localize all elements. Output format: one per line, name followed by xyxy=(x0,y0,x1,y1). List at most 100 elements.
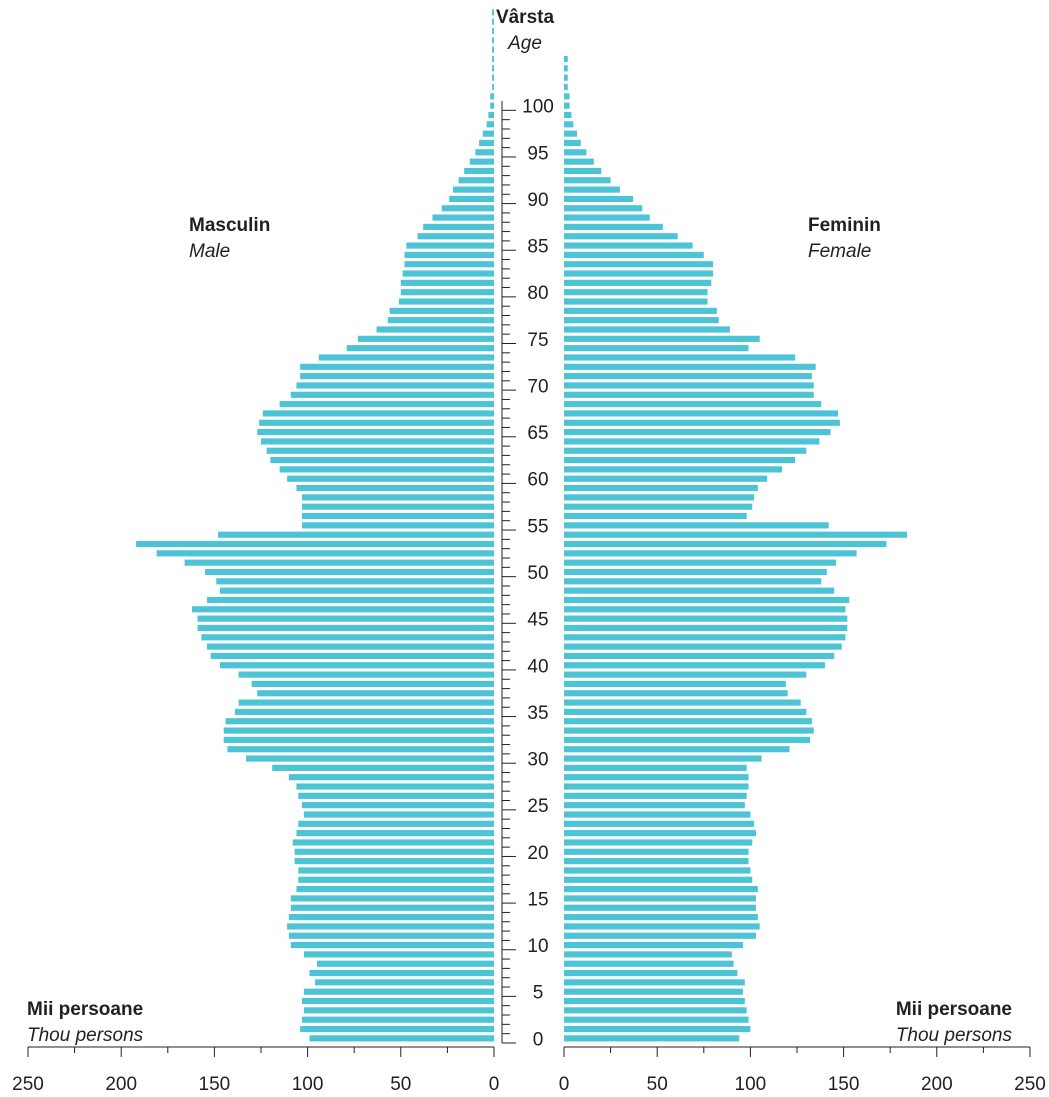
female-bar-age-0 xyxy=(564,1035,740,1042)
female-bar-age-39 xyxy=(564,671,807,678)
male-bar-age-21 xyxy=(292,839,494,846)
female-bar-age-89 xyxy=(564,205,643,212)
female-bar-age-5 xyxy=(564,988,743,995)
female-bar-age-51 xyxy=(564,559,837,566)
female-bar-age-81 xyxy=(564,279,712,286)
male-bar-age-37 xyxy=(257,690,494,697)
female-bar-age-31 xyxy=(564,746,790,753)
male-bar-age-24 xyxy=(303,811,494,818)
male-bar-age-44 xyxy=(197,624,494,632)
female-bar-age-63 xyxy=(564,447,807,454)
male-bar-age-undefined xyxy=(492,55,494,63)
female-bar-age-undefined xyxy=(564,65,568,72)
male-bar-age-48 xyxy=(219,587,494,594)
male-bar-age-94 xyxy=(469,158,494,165)
male-bar-age-55 xyxy=(302,522,494,529)
male-bar-age-47 xyxy=(206,596,494,604)
male-bar-age-53 xyxy=(136,540,494,548)
female-bar-age-6 xyxy=(564,979,745,986)
female-bar-age-90 xyxy=(564,195,633,203)
male-bar-age-7 xyxy=(309,969,494,977)
age-tick-label-25: 25 xyxy=(527,796,548,817)
female-bar-age-70 xyxy=(564,382,814,389)
female-bar-age-10 xyxy=(564,941,743,949)
male-bar-age-33 xyxy=(223,727,494,734)
male-bar-age-83 xyxy=(404,261,494,268)
male-bar-age-32 xyxy=(223,736,494,743)
female-bar-age-19 xyxy=(564,858,749,865)
male-subtitle: Male xyxy=(189,241,231,262)
age-tick-label-10: 10 xyxy=(527,936,548,957)
male-bar-age-45 xyxy=(197,615,494,622)
age-tick-label-40: 40 xyxy=(527,656,548,677)
male-bar-age-undefined xyxy=(492,37,494,44)
female-bar-age-41 xyxy=(564,652,835,660)
male-bar-age-73 xyxy=(318,354,494,361)
male-bar-age-93 xyxy=(464,167,494,175)
male-bar-age-40 xyxy=(219,662,494,669)
male-bar-age-87 xyxy=(423,223,494,230)
x-tick-label-right-150: 150 xyxy=(828,1074,860,1095)
female-bar-age-83 xyxy=(564,261,714,268)
male-bar-age-99 xyxy=(488,111,494,119)
male-bar-age-56 xyxy=(302,512,494,520)
male-bar-age-undefined xyxy=(490,93,494,100)
age-tick-label-75: 75 xyxy=(527,330,548,351)
male-bar-age-68 xyxy=(279,401,494,408)
female-bar-age-15 xyxy=(564,895,756,902)
female-bar-age-25 xyxy=(564,802,745,809)
age-tick-label-85: 85 xyxy=(527,237,548,258)
female-bar-age-78 xyxy=(564,307,717,314)
age-tick-label-90: 90 xyxy=(527,190,548,211)
female-bar-age-9 xyxy=(564,951,732,958)
age-tick-label-65: 65 xyxy=(527,423,548,444)
female-bar-age-24 xyxy=(564,811,751,818)
female-bar-age-98 xyxy=(564,121,574,128)
male-bar-age-66 xyxy=(259,419,494,426)
x-tick-label-right-50: 50 xyxy=(647,1074,668,1095)
x-tick-label-right-200: 200 xyxy=(921,1074,953,1095)
female-bar-age-61 xyxy=(564,466,783,473)
male-bar-age-70 xyxy=(296,382,494,389)
age-tick-label-0: 0 xyxy=(533,1029,544,1050)
female-bar-age-undefined xyxy=(564,74,568,81)
male-bar-age-52 xyxy=(156,550,494,557)
female-bar-age-38 xyxy=(564,680,786,687)
female-bar-age-7 xyxy=(564,969,738,977)
female-bar-age-99 xyxy=(564,111,572,119)
male-bar-age-46 xyxy=(192,606,495,613)
female-bar-age-60 xyxy=(564,475,768,482)
female-bar-age-94 xyxy=(564,158,594,165)
female-bar-age-58 xyxy=(564,494,755,501)
female-bar-age-42 xyxy=(564,643,842,650)
male-bar-age-14 xyxy=(290,904,494,911)
x-tick-label-right-250: 250 xyxy=(1014,1074,1046,1095)
male-bar-age-98 xyxy=(486,121,494,128)
female-bar-age-97 xyxy=(564,130,578,137)
male-bar-age-50 xyxy=(205,568,494,576)
female-bar-age-37 xyxy=(564,690,788,697)
axis-title: Vârsta xyxy=(495,7,555,28)
male-bar-age-undefined xyxy=(492,83,494,91)
unit-label-right: Mii persoane xyxy=(895,999,1012,1020)
female-bar-age-62 xyxy=(564,457,796,464)
male-bar-age-49 xyxy=(216,578,494,585)
female-bar-age-86 xyxy=(564,233,678,240)
male-bar-age-15 xyxy=(290,895,494,902)
age-tick-label-55: 55 xyxy=(527,516,548,537)
female-bar-age-77 xyxy=(564,317,719,324)
male-bar-age-8 xyxy=(316,960,494,967)
male-bar-age-41 xyxy=(210,652,494,660)
age-tick-label-80: 80 xyxy=(527,283,548,304)
male-bar-age-79 xyxy=(398,298,494,305)
male-bar-age-36 xyxy=(238,699,494,706)
male-bar-age-19 xyxy=(294,858,494,865)
female-bar-age-91 xyxy=(564,186,620,193)
female-bar-age-35 xyxy=(564,708,807,715)
male-bar-age-38 xyxy=(251,680,494,687)
male-bar-age-4 xyxy=(302,997,494,1005)
male-bar-age-39 xyxy=(238,671,494,678)
male-bar-age-72 xyxy=(300,363,494,370)
female-bar-age-55 xyxy=(564,522,829,529)
male-bar-age-6 xyxy=(315,979,494,986)
